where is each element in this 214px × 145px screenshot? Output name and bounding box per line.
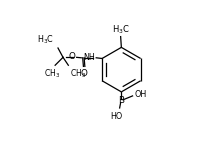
Text: NH: NH [83, 53, 95, 62]
Text: HO: HO [110, 112, 122, 121]
Text: OH: OH [135, 90, 147, 99]
Text: H$_3$C: H$_3$C [112, 23, 129, 36]
Text: O: O [68, 52, 75, 61]
Text: H$_3$C: H$_3$C [37, 33, 54, 46]
Text: B: B [118, 96, 124, 105]
Text: CH$_3$: CH$_3$ [45, 68, 61, 80]
Text: CH$_3$: CH$_3$ [70, 68, 86, 80]
Text: O: O [81, 69, 88, 78]
